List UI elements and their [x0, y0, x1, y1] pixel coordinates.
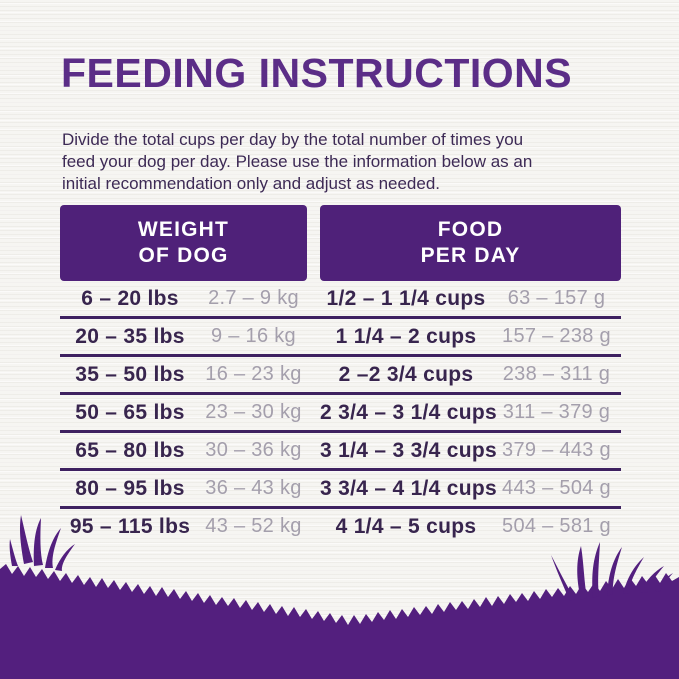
cell-weight-lbs: 65 – 80 lbs: [75, 438, 185, 462]
table-row: 6 – 20 lbs 2.7 – 9 kg 1/2 – 1 1/4 cups 6…: [60, 281, 621, 319]
header-weight-line-2: OF DOG: [138, 244, 229, 267]
grass-mound-shape: [0, 564, 679, 679]
description: Divide the total cups per day by the tot…: [62, 129, 642, 195]
cell-weight-kg: 43 – 52 kg: [205, 515, 302, 537]
cell-weight-lbs: 50 – 65 lbs: [75, 400, 185, 424]
cell-food-grams: 504 – 581 g: [502, 515, 611, 537]
description-line-2: feed your dog per day. Please use the in…: [62, 152, 533, 171]
cell-weight-lbs: 20 – 35 lbs: [75, 324, 185, 348]
grass-tuft-left: [9, 515, 75, 571]
cell-weight-kg: 30 – 36 kg: [205, 439, 302, 461]
table-row: 35 – 50 lbs 16 – 23 kg 2 –2 3/4 cups 238…: [60, 357, 621, 395]
table-row: 65 – 80 lbs 30 – 36 kg 3 1/4 – 3 3/4 cup…: [60, 433, 621, 471]
cell-food-cups: 3 1/4 – 3 3/4 cups: [320, 438, 498, 462]
description-line-1: Divide the total cups per day by the tot…: [62, 130, 524, 149]
feeding-table: WEIGHT OF DOG FOOD PER DAY 6 – 20 lbs 2.…: [60, 205, 621, 544]
cell-food-cups: 3 3/4 – 4 1/4 cups: [320, 476, 498, 500]
cell-food-grams: 238 – 311 g: [502, 363, 611, 385]
cell-food-grams: 379 – 443 g: [502, 439, 611, 461]
column-header-food-per-day: FOOD PER DAY: [320, 205, 621, 281]
cell-food-grams: 443 – 504 g: [502, 477, 611, 499]
header-weight-line-1: WEIGHT: [137, 218, 230, 241]
table-header-row: WEIGHT OF DOG FOOD PER DAY: [60, 205, 621, 281]
table-row: 50 – 65 lbs 23 – 30 kg 2 3/4 – 3 1/4 cup…: [60, 395, 621, 433]
cell-food-cups: 4 1/4 – 5 cups: [335, 514, 477, 538]
cell-food-cups: 1 1/4 – 2 cups: [335, 324, 477, 348]
cell-weight-lbs: 95 – 115 lbs: [69, 514, 191, 538]
table-body: 6 – 20 lbs 2.7 – 9 kg 1/2 – 1 1/4 cups 6…: [60, 281, 621, 544]
grass-silhouette-graphic: [0, 515, 679, 679]
header-food-line-1: FOOD: [437, 218, 504, 241]
cell-food-grams: 157 – 238 g: [502, 325, 611, 347]
cell-food-grams: 311 – 379 g: [502, 401, 611, 423]
table-row: 95 – 115 lbs 43 – 52 kg 4 1/4 – 5 cups 5…: [60, 509, 621, 544]
cell-weight-lbs: 80 – 95 lbs: [75, 476, 185, 500]
cell-weight-kg: 36 – 43 kg: [205, 477, 302, 499]
cell-weight-lbs: 6 – 20 lbs: [81, 286, 179, 310]
cell-weight-kg: 2.7 – 9 kg: [208, 287, 299, 309]
description-line-3: initial recommendation only and adjust a…: [62, 174, 441, 193]
cell-weight-kg: 9 – 16 kg: [211, 325, 296, 347]
cell-weight-kg: 16 – 23 kg: [205, 363, 302, 385]
table-row: 20 – 35 lbs 9 – 16 kg 1 1/4 – 2 cups 157…: [60, 319, 621, 357]
cell-food-cups: 2 –2 3/4 cups: [338, 362, 474, 386]
cell-weight-kg: 23 – 30 kg: [205, 401, 302, 423]
cell-food-cups: 1/2 – 1 1/4 cups: [326, 286, 486, 310]
page-title: FEEDING INSTRUCTIONS: [61, 50, 573, 96]
table-row: 80 – 95 lbs 36 – 43 kg 3 3/4 – 4 1/4 cup…: [60, 471, 621, 509]
cell-weight-lbs: 35 – 50 lbs: [75, 362, 185, 386]
cell-food-cups: 2 3/4 – 3 1/4 cups: [320, 400, 498, 424]
grass-tuft-right: [551, 542, 673, 601]
cell-food-grams: 63 – 157 g: [507, 287, 606, 309]
header-food-line-2: PER DAY: [420, 244, 521, 267]
column-header-weight-of-dog: WEIGHT OF DOG: [60, 205, 307, 281]
